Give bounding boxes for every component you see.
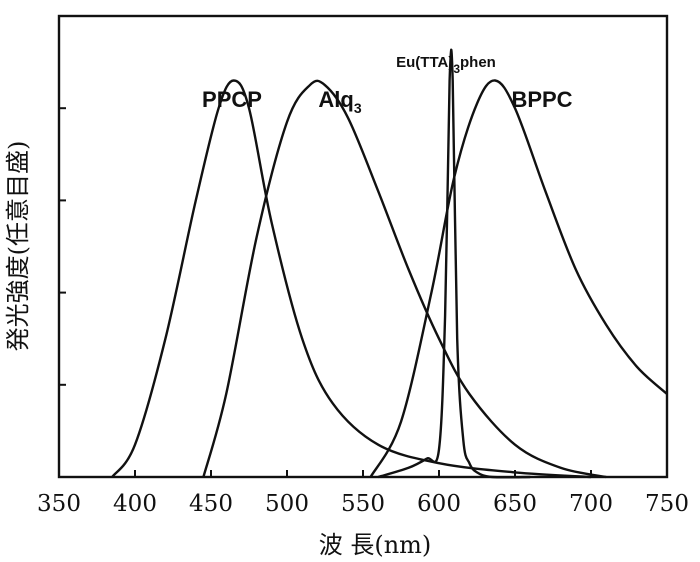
x-tick-label: 600: [417, 491, 461, 517]
label-text: phen: [460, 54, 496, 71]
x-tick-labels: 350 400 450 500 550 600 650 700 750: [37, 491, 689, 517]
series-label-eu-tta-3phen: Eu(TTA)3phen: [396, 54, 496, 76]
series-line-eu-tta-3phen: [377, 48, 531, 479]
series-line-ppcp: [111, 79, 592, 479]
axis-ticks: [58, 15, 668, 477]
series-label-bppc: BPPC: [511, 87, 572, 112]
label-text: PPCP: [202, 87, 262, 112]
x-tick-label: 450: [189, 491, 233, 517]
x-tick-label: 650: [493, 491, 537, 517]
label-subscript: 3: [354, 100, 362, 116]
label-text: Alq: [318, 87, 353, 112]
label-subscript: 3: [453, 62, 460, 76]
series-line-alq3: [202, 79, 607, 479]
x-tick-label: 750: [645, 491, 689, 517]
x-axis-title: 波 長(nm): [319, 531, 432, 559]
plot-frame: [57, 14, 669, 479]
y-axis-title: 発光強度(任意目盛): [4, 141, 32, 352]
x-tick-label: 350: [37, 491, 81, 517]
label-text: BPPC: [511, 87, 572, 112]
x-tick-label: 550: [341, 491, 385, 517]
series-line-bppc: [369, 79, 668, 478]
label-text: Eu(TTA): [396, 54, 453, 71]
spectrum-curves: [111, 48, 668, 479]
x-tick-label: 700: [569, 491, 613, 517]
x-tick-label: 500: [265, 491, 309, 517]
x-tick-label: 400: [113, 491, 157, 517]
series-label-ppcp: PPCP: [202, 87, 262, 112]
series-label-alq3: Alq3: [318, 87, 361, 116]
